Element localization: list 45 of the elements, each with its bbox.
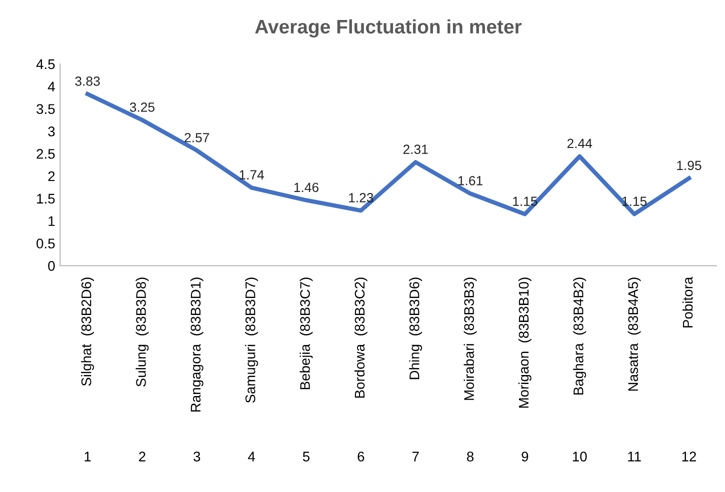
x-tick-label: Rangagora (83B3D1): [190, 278, 204, 412]
text: 8: [466, 452, 474, 462]
text: 4: [248, 452, 255, 462]
y-tick-label: 0.5: [36, 238, 55, 248]
y-tick-label: 3.5: [36, 104, 55, 114]
x-tick-label: Baghara (83B4B2): [573, 278, 586, 395]
x-tick-label: Silghat (83B2D6): [81, 278, 94, 386]
y-tick-label: 1.5: [37, 194, 55, 204]
y-tick-label: 2.5: [36, 148, 55, 159]
x-tick-label: Sulung (83B3D8): [136, 278, 149, 387]
x-tick-label: Moirabari (83B3B3): [464, 278, 477, 400]
text: 1: [84, 452, 91, 462]
x-tick-label: Dhing (83B3D6): [409, 278, 422, 380]
chart-title: Average Fluctuation in meter: [255, 19, 522, 38]
text: 2: [139, 452, 146, 462]
text: 7: [412, 452, 419, 462]
x-tick-label: Bordowa (83B3C2): [354, 278, 368, 398]
y-tick-label: 4.5: [36, 59, 55, 70]
text: 5: [302, 452, 310, 462]
data-label: 3.83: [75, 76, 100, 86]
x-tick-label: Pobitora: [682, 276, 693, 328]
data-label: 1.46: [294, 182, 318, 192]
data-label: 1.95: [677, 160, 702, 170]
data-label: 1.23: [349, 193, 374, 202]
y-tick-label: 3: [48, 126, 55, 136]
data-label: 2.31: [403, 144, 428, 154]
x-tick-label: Bebejia (83B3C7): [300, 278, 313, 390]
text: 10: [572, 452, 587, 462]
data-label: 2.44: [567, 138, 592, 148]
data-label: 3.25: [130, 102, 154, 112]
x-tick-label: Samuguri (83B3D7): [245, 278, 258, 403]
y-tick-label: 1: [48, 216, 55, 226]
x-tick-label: Morigaon (83B3B10): [518, 278, 532, 408]
y-tick-label: 4: [48, 82, 55, 92]
text: 12: [682, 452, 696, 462]
x-tick-label: Nasatra (83B4A5): [628, 278, 641, 391]
data-label: 1.74: [240, 170, 264, 180]
data-label: 1.61: [458, 176, 482, 186]
y-tick-label: 2: [48, 171, 55, 182]
y-tick-label: 0: [48, 261, 55, 271]
text: 6: [358, 452, 364, 462]
text: 3: [194, 452, 200, 462]
text: 9: [522, 452, 528, 462]
text: 11: [628, 452, 641, 462]
data-label: 2.57: [184, 132, 210, 142]
